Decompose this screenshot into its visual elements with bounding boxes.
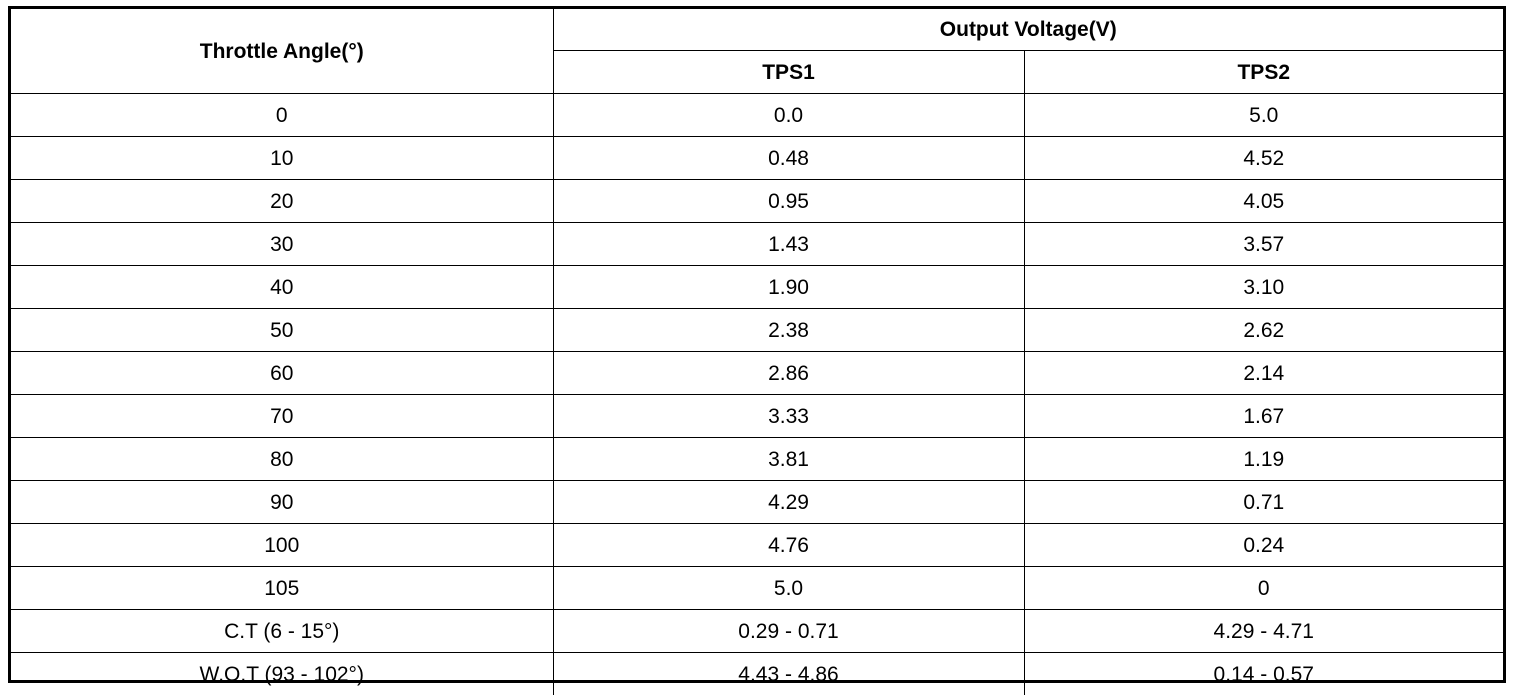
tps2-cell: 2.62: [1024, 309, 1503, 352]
tps2-cell: 4.05: [1024, 180, 1503, 223]
tps2-cell: 1.19: [1024, 438, 1503, 481]
tps1-cell: 1.43: [553, 223, 1024, 266]
angle-cell: 40: [11, 266, 553, 309]
table-row: 105 5.0 0: [11, 567, 1503, 610]
table-row: 0 0.0 5.0: [11, 94, 1503, 137]
angle-cell: 80: [11, 438, 553, 481]
tps2-cell: 4.52: [1024, 137, 1503, 180]
table-row: 80 3.81 1.19: [11, 438, 1503, 481]
angle-cell: 105: [11, 567, 553, 610]
tps2-cell: 0: [1024, 567, 1503, 610]
tps2-cell: 5.0: [1024, 94, 1503, 137]
tps1-cell: 4.76: [553, 524, 1024, 567]
table-row: 90 4.29 0.71: [11, 481, 1503, 524]
tps1-cell: 3.33: [553, 395, 1024, 438]
tps2-cell: 0.14 - 0.57: [1024, 653, 1503, 695]
table-row: C.T (6 - 15°) 0.29 - 0.71 4.29 - 4.71: [11, 610, 1503, 653]
angle-cell: W.O.T (93 - 102°): [11, 653, 553, 695]
tps1-cell: 4.43 - 4.86: [553, 653, 1024, 695]
angle-cell: 60: [11, 352, 553, 395]
tps-voltage-table: Throttle Angle(°) Output Voltage(V) TPS1…: [11, 9, 1503, 695]
table-row: 50 2.38 2.62: [11, 309, 1503, 352]
angle-cell: 20: [11, 180, 553, 223]
tps1-cell: 1.90: [553, 266, 1024, 309]
tps2-cell: 3.57: [1024, 223, 1503, 266]
throttle-angle-header: Throttle Angle(°): [11, 9, 553, 94]
table-row: 10 0.48 4.52: [11, 137, 1503, 180]
angle-cell: 50: [11, 309, 553, 352]
table-row: W.O.T (93 - 102°) 4.43 - 4.86 0.14 - 0.5…: [11, 653, 1503, 695]
tps1-cell: 2.38: [553, 309, 1024, 352]
tps1-cell: 2.86: [553, 352, 1024, 395]
tps-voltage-table-frame: Throttle Angle(°) Output Voltage(V) TPS1…: [8, 6, 1506, 683]
angle-cell: 100: [11, 524, 553, 567]
angle-cell: 90: [11, 481, 553, 524]
tps1-header: TPS1: [553, 51, 1024, 94]
angle-cell: C.T (6 - 15°): [11, 610, 553, 653]
tps2-cell: 0.71: [1024, 481, 1503, 524]
header-row-top: Throttle Angle(°) Output Voltage(V): [11, 9, 1503, 51]
tps2-cell: 1.67: [1024, 395, 1503, 438]
tps1-cell: 0.48: [553, 137, 1024, 180]
tps2-cell: 0.24: [1024, 524, 1503, 567]
tps1-cell: 5.0: [553, 567, 1024, 610]
table-row: 100 4.76 0.24: [11, 524, 1503, 567]
table-row: 20 0.95 4.05: [11, 180, 1503, 223]
angle-cell: 10: [11, 137, 553, 180]
table-body: 0 0.0 5.0 10 0.48 4.52 20 0.95 4.05 30 1…: [11, 94, 1503, 695]
tps1-cell: 3.81: [553, 438, 1024, 481]
tps1-cell: 0.0: [553, 94, 1024, 137]
tps2-cell: 3.10: [1024, 266, 1503, 309]
tps1-cell: 4.29: [553, 481, 1024, 524]
tps2-header: TPS2: [1024, 51, 1503, 94]
tps1-cell: 0.29 - 0.71: [553, 610, 1024, 653]
output-voltage-header: Output Voltage(V): [553, 9, 1503, 51]
angle-cell: 0: [11, 94, 553, 137]
angle-cell: 70: [11, 395, 553, 438]
tps1-cell: 0.95: [553, 180, 1024, 223]
table-row: 60 2.86 2.14: [11, 352, 1503, 395]
angle-cell: 30: [11, 223, 553, 266]
table-row: 30 1.43 3.57: [11, 223, 1503, 266]
tps2-cell: 4.29 - 4.71: [1024, 610, 1503, 653]
tps2-cell: 2.14: [1024, 352, 1503, 395]
table-row: 40 1.90 3.10: [11, 266, 1503, 309]
table-header: Throttle Angle(°) Output Voltage(V) TPS1…: [11, 9, 1503, 94]
table-row: 70 3.33 1.67: [11, 395, 1503, 438]
